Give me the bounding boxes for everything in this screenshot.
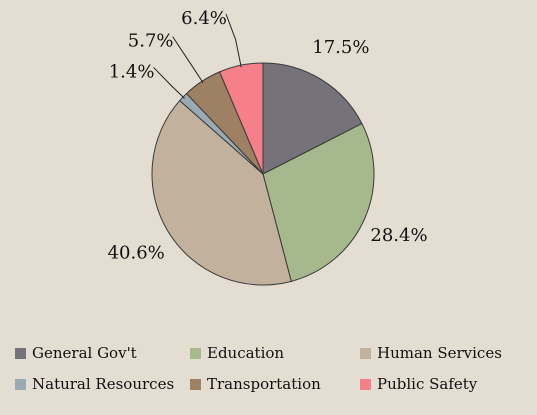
data-label-public-safety: 6.4% <box>181 8 227 29</box>
legend-item-education: Education <box>190 344 360 362</box>
legend-item-public-safety: Public Safety <box>360 375 530 393</box>
legend-label: Human Services <box>377 344 502 362</box>
legend: General Gov't Education Human Services Natu… <box>15 344 530 393</box>
pie-slice-education <box>262 122 375 282</box>
leader-line-public-safety <box>225 13 242 68</box>
legend-item-general-gov-t: General Gov't <box>15 344 190 362</box>
legend-swatch <box>15 347 26 359</box>
leader-line-transportation <box>172 36 204 84</box>
legend-label: Natural Resources <box>32 375 175 393</box>
legend-swatch <box>190 347 201 359</box>
legend-item-natural-resources: Natural Resources <box>15 375 190 393</box>
legend-swatch <box>190 378 201 390</box>
data-label-general-gov-t: 17.5% <box>312 37 369 58</box>
legend-item-human-services: Human Services <box>360 344 530 362</box>
legend-label: Public Safety <box>377 375 478 393</box>
data-label-human-services: 40.6% <box>108 242 165 263</box>
data-label-natural-resources: 1.4% <box>109 61 155 82</box>
data-label-transportation: 5.7% <box>128 31 174 52</box>
legend-swatch <box>360 347 371 359</box>
data-label-education: 28.4% <box>370 225 427 246</box>
pie-svg: 17.5% 28.4% 40.6% 1.4% 5.7% 6.4% <box>108 8 428 286</box>
legend-swatch <box>360 378 371 390</box>
leader-line-natural-resources <box>153 67 185 99</box>
legend-label: General Gov't <box>32 344 137 362</box>
pie-slice-general-gov-t <box>262 62 363 175</box>
legend-swatch <box>15 378 26 390</box>
legend-label: Transportation <box>207 375 321 393</box>
legend-label: Education <box>207 344 285 362</box>
pie-slice-human-services <box>151 99 292 286</box>
legend-item-transportation: Transportation <box>190 375 360 393</box>
